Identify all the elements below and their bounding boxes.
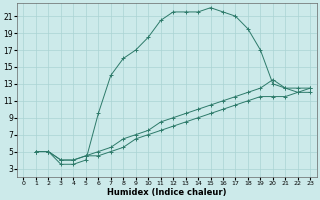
X-axis label: Humidex (Indice chaleur): Humidex (Indice chaleur) <box>107 188 227 197</box>
